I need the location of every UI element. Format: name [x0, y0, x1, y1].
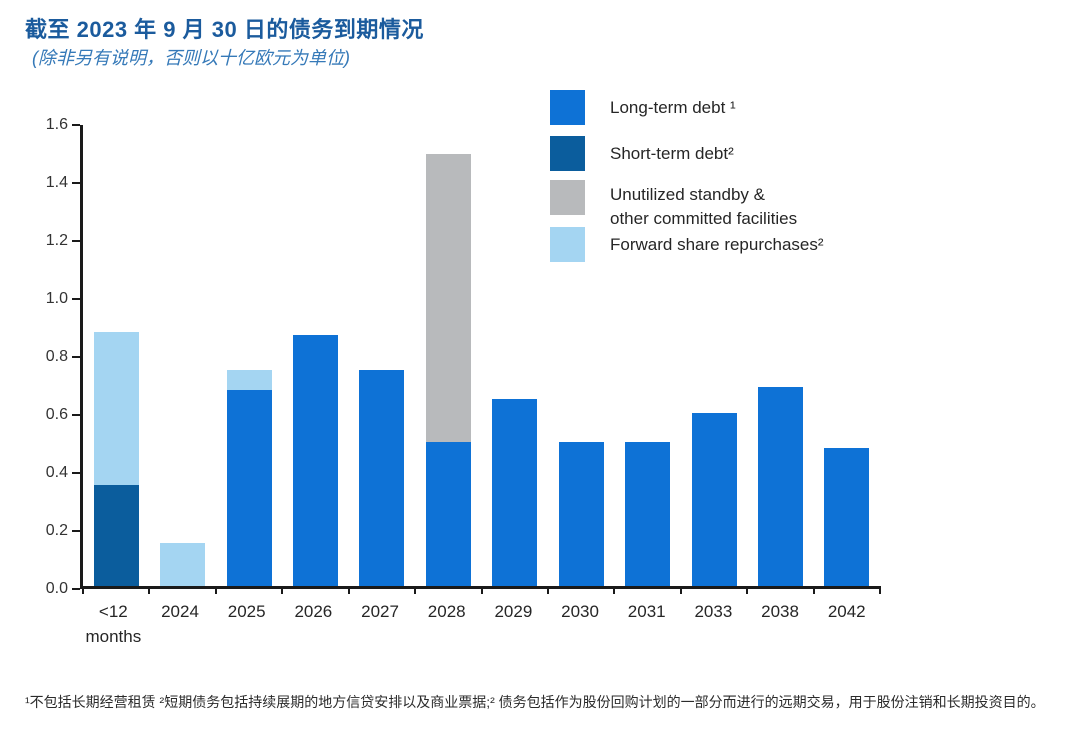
y-axis-tick-label: 0.4 [45, 464, 68, 481]
bar-2025 [216, 125, 282, 586]
forward-share-repurchases-swatch [550, 227, 585, 262]
bar-2030 [548, 125, 614, 586]
bar-2028 [415, 125, 481, 586]
bar-2038 [747, 125, 813, 586]
x-axis-tick-mark [546, 586, 549, 594]
bar-segment [757, 387, 803, 586]
y-axis-tick-mark [72, 182, 80, 184]
bar-segment [160, 542, 206, 586]
y-axis-tick-label: 1.0 [45, 290, 68, 307]
y-axis-tick-mark [72, 472, 80, 474]
y-axis-tick-label: 1.6 [45, 116, 68, 133]
x-axis-label: 2031 [627, 602, 666, 621]
page-subtitle: (除非另有说明，否则以十亿欧元为单位) [32, 48, 350, 68]
x-axis-tick-mark [879, 586, 881, 594]
bar-segment [425, 153, 471, 442]
bar-segment [359, 369, 405, 586]
x-axis-tick-mark [82, 586, 84, 594]
legend-label: Forward share repurchases² [610, 235, 824, 254]
bar-2024 [149, 125, 215, 586]
bar-segment [425, 441, 471, 586]
bar-2026 [282, 125, 348, 586]
y-axis-tick-mark [72, 530, 80, 532]
y-axis-tick-mark [72, 124, 80, 126]
y-axis-tick-label: 0.0 [45, 580, 68, 597]
bar-segment [558, 441, 604, 586]
bar-segment [93, 485, 139, 586]
y-axis-tick-mark [72, 356, 80, 358]
bar-segment [226, 390, 272, 586]
bar-<12-months [83, 125, 149, 586]
bar-segment [625, 441, 671, 586]
bar-2031 [614, 125, 680, 586]
x-axis-label: 2029 [494, 602, 533, 621]
bar-segment [824, 447, 870, 586]
x-axis-tick-mark [812, 586, 815, 594]
bar-2042 [814, 125, 880, 586]
y-axis-tick-label: 1.2 [45, 232, 68, 249]
x-axis: <12 months 2024 2025 2026 2027 2028 2029 2030 20… [80, 600, 880, 649]
y-axis-tick-label: 0.6 [45, 406, 68, 423]
x-axis-tick-mark [414, 586, 417, 594]
x-axis-tick-mark [214, 586, 217, 594]
legend-label: Unutilized standby & other committed fac… [610, 185, 798, 228]
x-axis-label: 2026 [294, 602, 333, 621]
x-axis-label: 2025 [227, 602, 266, 621]
x-axis-tick-mark [613, 586, 616, 594]
y-axis-tick-label: 1.4 [45, 174, 68, 191]
bar-slots [83, 125, 880, 586]
legend-item-forward-share-repurchases: Forward share repurchases² [550, 227, 824, 262]
legend-item-short-term-debt: Short-term debt² [550, 136, 734, 171]
bar-segment [492, 398, 538, 586]
x-axis-tick-mark [148, 586, 151, 594]
bar-2027 [349, 125, 415, 586]
y-axis-tick-mark [72, 414, 80, 416]
x-axis-label: 2024 [161, 602, 199, 621]
unutilized-standby-swatch [550, 180, 585, 215]
bar-2033 [681, 125, 747, 586]
bar-segment [691, 413, 737, 586]
bar-chart-plot-area [80, 125, 881, 594]
x-axis-tick-mark [746, 586, 749, 594]
x-axis-label: 2027 [361, 602, 399, 621]
legend-item-unutilized-standby: Unutilized standby & other committed fac… [550, 180, 797, 231]
bar-segment [93, 332, 139, 486]
x-axis-label: 2030 [561, 602, 599, 621]
x-axis-label: 2028 [427, 602, 466, 621]
x-axis-tick-mark [281, 586, 284, 594]
x-axis-tick-mark [679, 586, 682, 594]
y-axis-tick-label: 0.8 [45, 348, 68, 365]
legend-label: Short-term debt² [610, 144, 734, 163]
y-axis-tick-mark [72, 298, 80, 300]
legend-label: Long-term debt ¹ [610, 98, 736, 117]
bar-segment [292, 335, 338, 586]
footnote: ¹不包括长期经营租赁 ²短期债务包括持续展期的地方信贷安排以及商业票据;² 债务… [25, 694, 1045, 710]
x-axis-label: 2033 [694, 602, 733, 621]
bar-segment [226, 369, 272, 391]
y-axis-tick-label: 0.2 [45, 522, 68, 539]
x-axis-tick-mark [480, 586, 483, 594]
y-axis-tick-mark [72, 588, 80, 590]
x-axis-label: 2038 [761, 602, 799, 621]
bar-2029 [482, 125, 548, 586]
legend-item-long-term-debt: Long-term debt ¹ [550, 90, 736, 125]
x-axis-label: <12 months [85, 602, 142, 646]
x-axis-tick-mark [347, 586, 350, 594]
y-axis-tick-mark [72, 240, 80, 242]
page-title: 截至 2023 年 9 月 30 日的债务到期情况 [25, 17, 424, 42]
short-term-debt-swatch [550, 136, 585, 171]
long-term-debt-swatch [550, 90, 585, 125]
x-axis-label: 2042 [827, 602, 866, 621]
